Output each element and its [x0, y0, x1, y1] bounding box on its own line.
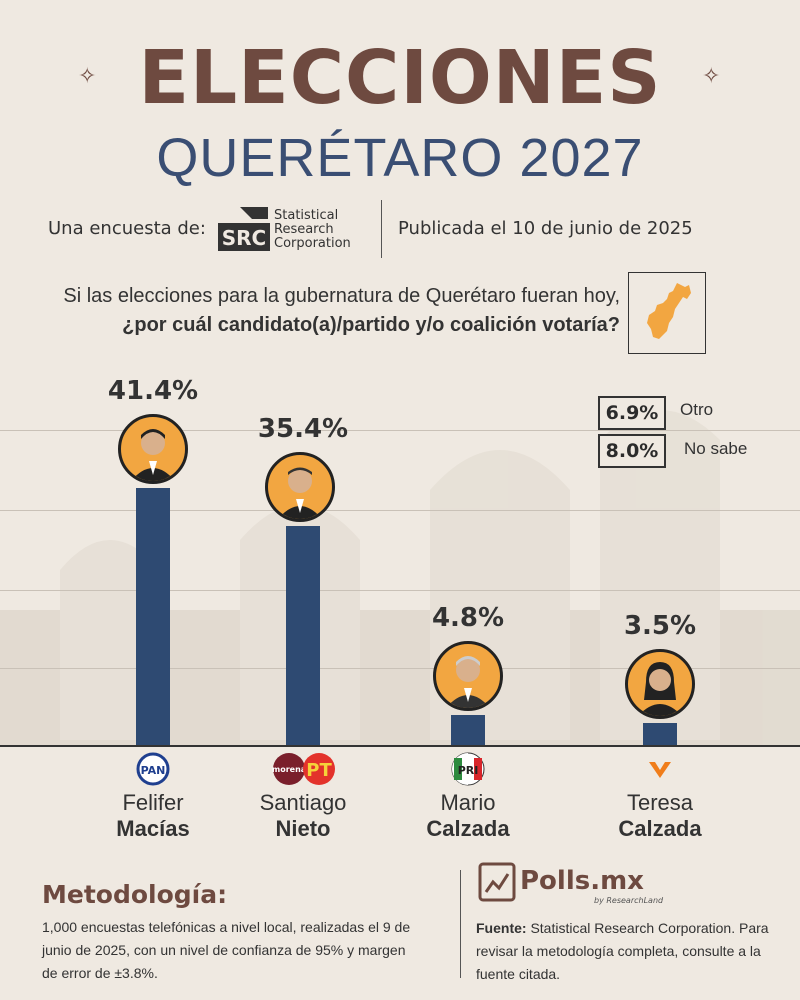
morena-logo-text: morena: [272, 765, 306, 774]
candidate-first-name: Santiago: [259, 790, 347, 815]
question-line-2: ¿por cuál candidato(a)/partido y/o coali…: [122, 314, 620, 336]
source-label: Fuente:: [476, 920, 527, 936]
pollster-line-1: Statistical: [274, 208, 339, 223]
pollster-line-2: Research: [274, 222, 334, 237]
avatar-teresa-calzada: [625, 649, 695, 720]
page-subtitle: QUERÉTARO 2027: [156, 128, 644, 188]
other-label: Otro: [680, 400, 714, 419]
mc-logo-icon: [643, 752, 677, 790]
candidate-last-name: Nieto: [275, 816, 331, 841]
methodology-title: Metodología:: [42, 880, 228, 909]
polls-brand-sub: by ResearchLand: [594, 896, 664, 905]
footer-divider: [460, 870, 461, 978]
pri-logo-text: PRI: [458, 764, 479, 777]
source-body: Statistical Research Corporation. Para r…: [476, 920, 769, 982]
pollster-name: Statistical Research Corporation: [274, 209, 351, 251]
avatar-felifer-macias: [118, 414, 188, 485]
methodology-text: 1,000 encuestas telefónicas a nivel loca…: [42, 919, 411, 981]
page-title: ELECCIONES: [138, 35, 662, 121]
queretaro-map-icon: [628, 272, 706, 354]
pan-logo-icon: PAN: [136, 752, 170, 790]
gridline: [0, 510, 800, 511]
bar-mario-calzada: [451, 715, 485, 745]
morena-pt-logo-icon: morena PT: [272, 752, 336, 790]
candidate-first-name: Felifer: [122, 790, 184, 815]
polls-chart-icon: [478, 862, 516, 906]
no-sabe-value-box: 8.0%: [598, 434, 666, 468]
value-label-santiago-nieto: 35.4%: [257, 413, 349, 444]
logo-text: SRC: [222, 226, 266, 250]
published-date: Publicada el 10 de junio de 2025: [398, 218, 693, 239]
candidate-first-name: Teresa: [626, 790, 694, 815]
pollster-line-3: Corporation: [274, 236, 351, 251]
survey-by-label: Una encuesta de:: [48, 218, 206, 239]
pan-logo-text: PAN: [141, 764, 166, 777]
x-axis-baseline: [0, 745, 800, 747]
gridline: [0, 668, 800, 669]
bar-santiago-nieto: [286, 525, 320, 745]
avatar-santiago-nieto: [265, 451, 335, 522]
src-logo: SRC: [218, 205, 270, 257]
source-text: Fuente: Statistical Research Corporation…: [476, 917, 786, 986]
bar-felifer-macias: [136, 488, 170, 745]
header-divider: [381, 200, 382, 258]
aqueduct-background: [0, 410, 800, 745]
pt-logo-text: PT: [306, 760, 332, 781]
bar-teresa-calzada: [643, 723, 677, 745]
polls-brand: Polls.mx: [520, 866, 644, 896]
diamond-right-icon: ✧: [702, 64, 721, 89]
candidate-last-name: Macías: [116, 816, 190, 841]
gridline: [0, 590, 800, 591]
value-label-teresa-calzada: 3.5%: [623, 611, 697, 642]
avatar-mario-calzada: [433, 641, 503, 712]
no-sabe-label: No sabe: [684, 439, 748, 458]
value-label-felifer-macias: 41.4%: [107, 376, 199, 407]
candidate-first-name: Mario: [440, 790, 496, 815]
value-label-mario-calzada: 4.8%: [431, 603, 505, 634]
gridline: [0, 430, 800, 431]
other-value-box: 6.9%: [598, 396, 666, 430]
diamond-left-icon: ✧: [78, 64, 97, 89]
pri-logo-icon: PRI: [451, 752, 485, 790]
candidate-last-name: Calzada: [426, 816, 510, 841]
candidate-last-name: Calzada: [618, 816, 702, 841]
question-line-1: Si las elecciones para la gubernatura de…: [63, 285, 620, 307]
